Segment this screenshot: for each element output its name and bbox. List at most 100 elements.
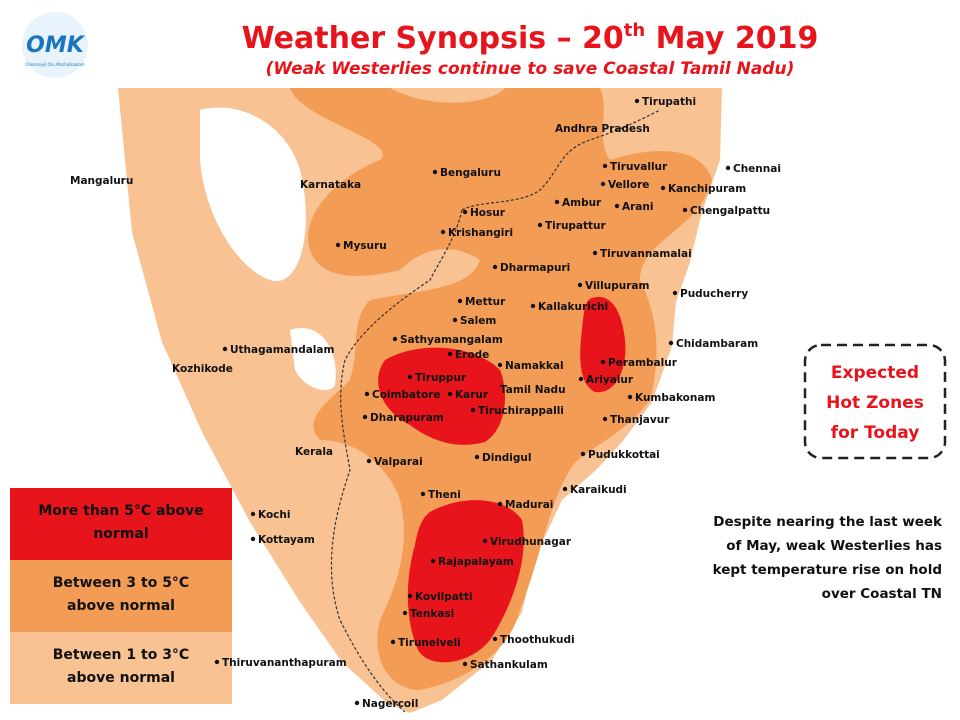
callout-line: Expected [831,363,919,383]
place-label: Theni [428,489,461,501]
place-dot [562,486,568,492]
place-dot [440,229,446,235]
place-label: Arani [622,201,653,213]
place-label: Tirupathi [642,96,696,108]
place-label: Villupuram [585,280,649,292]
place-label: Chidambaram [676,338,758,350]
place-label: Kumbakonam [635,392,715,404]
place-dot [580,451,586,457]
place-dot [614,203,620,209]
place-dot [627,394,633,400]
place-label: Tamil Nadu [500,384,566,396]
title: Weather Synopsis – 20th May 2019 [242,20,819,56]
place-label: Sathyamangalam [400,334,503,346]
place-dot [537,222,543,228]
callout-box [803,343,947,460]
hot-zone [580,296,626,393]
blank-zone [290,328,336,390]
place-label: Pudukkottai [588,449,660,461]
place-label: Madurai [505,499,553,511]
legend-label: Between 1 to 3°C [53,647,189,663]
legend-label: More than 5°C above [38,503,203,519]
legend-label: above normal [67,598,175,614]
place-labels: Tirupathi Andhra Pradesh Bengaluru Karnatak… [70,96,781,710]
place-label: Kovilpatti [415,591,472,603]
place-dot [432,169,438,175]
legend-swatch [10,488,232,560]
logo-text: OMK [26,33,86,58]
legend-label: normal [93,526,148,542]
place-dot [600,181,606,187]
place-dot [250,536,256,542]
place-dot [602,163,608,169]
place-label: Kottayam [258,534,315,546]
place-label: Rajapalayam [438,556,514,568]
place-dot [592,250,598,256]
logo-disk [22,12,88,78]
place-label: Coimbatore [372,389,441,401]
hot-zone [407,500,524,663]
place-dot [447,391,453,397]
place-label: Karaikudi [570,484,627,496]
place-dot [577,282,583,288]
place-dot [470,407,476,413]
logo-tagline: Chennaiyil Oru Mazhaikaalam [25,62,85,67]
place-label: Vellore [608,179,649,191]
note-line: of May, weak Westerlies has [726,538,942,554]
place-dot [430,558,436,564]
place-label: Thiruvananthapuram [222,657,347,669]
title-sup: th [624,20,645,41]
place-dot [362,414,368,420]
subtitle: (Weak Westerlies continue to save Coasta… [266,59,795,79]
place-label: Bengaluru [440,167,501,179]
title-main: Weather Synopsis – 20 [242,21,624,56]
place-label: Kanchipuram [668,183,746,195]
place-dot [392,336,398,342]
place-label: Salem [460,315,496,327]
place-label: Sathankulam [470,659,548,671]
place-dot [457,298,463,304]
place-dot [474,454,480,460]
place-label: Valparai [374,456,423,468]
place-label: Dindigul [482,452,532,464]
place-label: Ariyalur [586,374,634,386]
place-label: Mysuru [343,240,387,252]
place-dot [660,185,666,191]
place-dot [672,290,678,296]
legend-label: Between 3 to 5°C [53,575,189,591]
place-dot [578,376,584,382]
place-label: Mangaluru [70,175,133,187]
place-label: Namakkal [505,360,564,372]
place-dot [600,359,606,365]
place-label: Karnataka [300,179,361,191]
place-label: Karur [455,389,489,401]
place-label: Chengalpattu [690,205,770,217]
place-dot [462,661,468,667]
place-dot [725,165,731,171]
callout-line: Hot Zones [826,393,924,413]
place-label: Andhra Pradesh [555,123,650,135]
place-label: Mettur [465,296,506,308]
place-label: Uthagamandalam [230,344,334,356]
place-dot [366,458,372,464]
place-dot [407,593,413,599]
legend-swatch [10,632,232,704]
place-dot [492,636,498,642]
blank-zone [200,107,306,282]
place-dot [497,362,503,368]
place-label: Tiruchirappalli [478,405,564,417]
place-label: Kozhikode [172,363,233,375]
callout: Expected Hot Zones for Today [826,363,924,443]
place-dot [447,351,453,357]
place-dot [462,209,468,215]
place-label: Tiruvannamalai [600,248,692,260]
place-label: Ambur [562,197,602,209]
place-dot [492,264,498,270]
place-label: Thanjavur [610,414,670,426]
place-dot [354,700,360,706]
legend: More than 5°C above normal Between 3 to 5°… [10,488,232,704]
place-label: Kochi [258,509,290,521]
place-label: Krishangiri [448,227,513,239]
place-label: Kallakurichi [538,301,608,313]
